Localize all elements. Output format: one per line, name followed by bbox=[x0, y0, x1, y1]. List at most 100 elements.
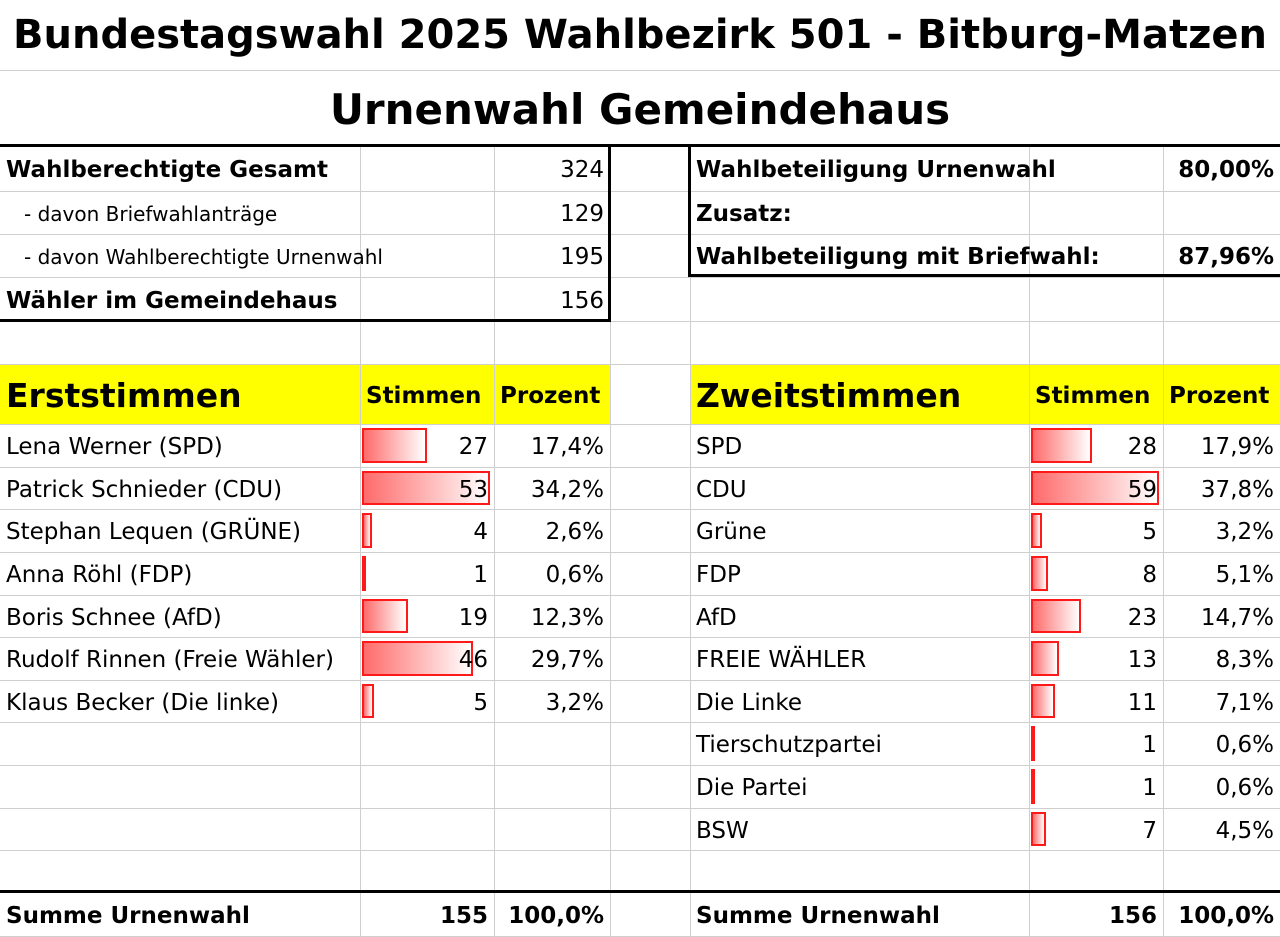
percent-value: 3,2% bbox=[1215, 519, 1274, 545]
summary-label: Wahlberechtigte Gesamt bbox=[6, 157, 328, 183]
gridline bbox=[0, 808, 1280, 809]
vote-bar bbox=[1031, 812, 1046, 846]
percent-value: 37,8% bbox=[1200, 477, 1274, 503]
vote-bar bbox=[362, 471, 490, 505]
section-heading: Zweitstimmen bbox=[696, 376, 962, 415]
votes-value: 27 bbox=[458, 434, 488, 460]
candidate-name: CDU bbox=[696, 477, 747, 503]
summary-value: 80,00% bbox=[1178, 157, 1274, 183]
votes-value: 11 bbox=[1127, 690, 1157, 716]
title-line-1: Bundestagswahl 2025 Wahlbezirk 501 - Bit… bbox=[13, 12, 1267, 58]
gridline bbox=[610, 146, 611, 936]
total-label: Summe Urnenwahl bbox=[696, 903, 940, 929]
votes-value: 1 bbox=[1142, 775, 1157, 801]
gridline bbox=[0, 191, 1280, 192]
gridline bbox=[0, 595, 1280, 596]
header-fill bbox=[690, 364, 1280, 424]
summary-label: - davon Briefwahlanträge bbox=[24, 202, 278, 226]
vote-bar bbox=[1031, 471, 1159, 505]
vote-bar bbox=[1031, 769, 1035, 804]
summary-value: 324 bbox=[560, 157, 604, 183]
candidate-name: Patrick Schnieder (CDU) bbox=[6, 477, 283, 503]
candidate-name: BSW bbox=[696, 818, 749, 844]
percent-value: 14,7% bbox=[1200, 605, 1274, 631]
votes-value: 1 bbox=[1142, 732, 1157, 758]
gridline bbox=[0, 467, 1280, 468]
candidate-name: Tierschutzpartei bbox=[696, 732, 882, 758]
votes-value: 5 bbox=[473, 690, 488, 716]
candidate-name: Die Linke bbox=[696, 690, 802, 716]
gridline bbox=[0, 552, 1280, 553]
votes-value: 13 bbox=[1127, 647, 1157, 673]
summary-label: Zusatz: bbox=[696, 201, 792, 227]
vote-bar bbox=[1031, 556, 1048, 591]
candidate-name: SPD bbox=[696, 434, 743, 460]
thick-border bbox=[0, 319, 611, 322]
section-heading: Erststimmen bbox=[6, 376, 242, 415]
percent-value: 12,3% bbox=[530, 605, 604, 631]
candidate-name: FDP bbox=[696, 562, 741, 588]
summary-value: 87,96% bbox=[1178, 244, 1274, 270]
percent-value: 2,6% bbox=[545, 519, 604, 545]
gridline bbox=[1029, 146, 1030, 936]
vote-bar bbox=[1031, 513, 1042, 548]
total-votes: 156 bbox=[1108, 903, 1157, 929]
vote-bar bbox=[362, 556, 366, 591]
votes-value: 46 bbox=[458, 647, 488, 673]
summary-label: Wähler im Gemeindehaus bbox=[6, 288, 338, 314]
candidate-name: Rudolf Rinnen (Freie Wähler) bbox=[6, 647, 334, 673]
gridline bbox=[0, 722, 1280, 723]
gridline bbox=[0, 364, 1280, 365]
candidate-name: Die Partei bbox=[696, 775, 808, 801]
column-header-percent: Prozent bbox=[1169, 383, 1270, 409]
percent-value: 17,4% bbox=[530, 434, 604, 460]
percent-value: 34,2% bbox=[530, 477, 604, 503]
summary-value: 195 bbox=[560, 244, 604, 270]
percent-value: 3,2% bbox=[545, 690, 604, 716]
votes-value: 23 bbox=[1127, 605, 1157, 631]
vote-bar bbox=[1031, 641, 1059, 676]
votes-value: 59 bbox=[1127, 477, 1157, 503]
column-header-percent: Prozent bbox=[500, 383, 601, 409]
votes-value: 5 bbox=[1142, 519, 1157, 545]
candidate-name: AfD bbox=[696, 605, 737, 631]
gridline bbox=[1163, 146, 1164, 936]
percent-value: 0,6% bbox=[545, 562, 604, 588]
vote-bar bbox=[1031, 684, 1055, 718]
gridline bbox=[0, 424, 1280, 425]
gridline bbox=[0, 637, 1280, 638]
percent-value: 29,7% bbox=[530, 647, 604, 673]
percent-value: 17,9% bbox=[1200, 434, 1274, 460]
percent-value: 0,6% bbox=[1215, 775, 1274, 801]
candidate-name: Klaus Becker (Die linke) bbox=[6, 690, 279, 716]
vote-bar bbox=[1031, 428, 1092, 463]
percent-value: 0,6% bbox=[1215, 732, 1274, 758]
vote-bar bbox=[362, 599, 408, 633]
thick-border bbox=[688, 144, 691, 277]
vote-bar bbox=[362, 513, 372, 548]
total-percent: 100,0% bbox=[508, 903, 604, 929]
votes-value: 8 bbox=[1142, 562, 1157, 588]
percent-value: 8,3% bbox=[1215, 647, 1274, 673]
candidate-name: FREIE WÄHLER bbox=[696, 647, 867, 673]
summary-value bbox=[1163, 191, 1280, 234]
percent-value: 5,1% bbox=[1215, 562, 1274, 588]
gridline bbox=[0, 277, 1280, 278]
gridline bbox=[0, 321, 1280, 322]
percent-value: 7,1% bbox=[1215, 690, 1274, 716]
summary-label: - davon Wahlberechtigte Urnenwahl bbox=[24, 245, 383, 269]
candidate-name: Grüne bbox=[696, 519, 767, 545]
title-line-2: Urnenwahl Gemeindehaus bbox=[329, 85, 951, 134]
vote-bar bbox=[1031, 599, 1081, 633]
total-votes: 155 bbox=[439, 903, 488, 929]
votes-value: 7 bbox=[1142, 818, 1157, 844]
gridline bbox=[0, 850, 1280, 851]
column-header-votes: Stimmen bbox=[1035, 383, 1151, 409]
gridline bbox=[0, 234, 1280, 235]
votes-value: 28 bbox=[1127, 434, 1157, 460]
vote-bar bbox=[362, 641, 473, 676]
gridline bbox=[690, 146, 691, 936]
votes-value: 4 bbox=[473, 519, 488, 545]
gridline bbox=[0, 680, 1280, 681]
gridline bbox=[0, 765, 1280, 766]
